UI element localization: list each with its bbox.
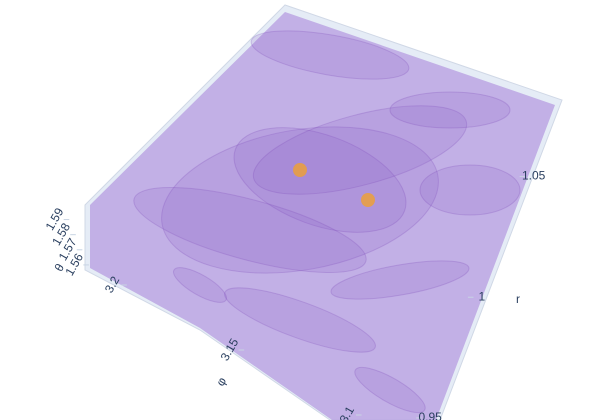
volume-layer bbox=[173, 267, 227, 303]
x-tick-label: 1 bbox=[479, 289, 486, 303]
x-tick-label: 0.95 bbox=[418, 410, 442, 420]
volume-layer bbox=[161, 126, 439, 274]
x-tick-label: 1.05 bbox=[522, 169, 546, 183]
volume-body bbox=[90, 12, 555, 420]
volume-layer bbox=[354, 366, 426, 414]
volume-layer bbox=[250, 30, 410, 80]
x-axis-title: r bbox=[516, 292, 520, 306]
volume-layer bbox=[330, 260, 470, 300]
volume-layer bbox=[389, 91, 511, 129]
hot-spots bbox=[293, 163, 375, 207]
hot-spot bbox=[293, 163, 307, 177]
volume-layer bbox=[233, 127, 407, 233]
volume-layer bbox=[133, 187, 367, 273]
hot-spot bbox=[361, 193, 375, 207]
volume-layers bbox=[133, 30, 521, 414]
volume-layer bbox=[224, 287, 376, 353]
y-axis-title: φ bbox=[213, 375, 229, 389]
volume-layer bbox=[252, 105, 468, 195]
volume-layer bbox=[419, 164, 521, 216]
scene-box bbox=[84, 4, 563, 420]
